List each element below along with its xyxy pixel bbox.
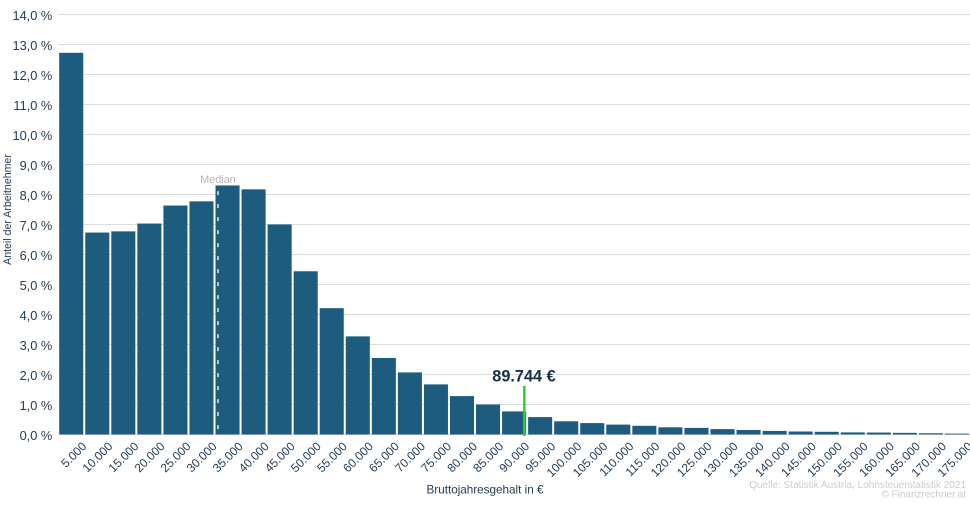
svg-text:7,0 %: 7,0 %: [20, 218, 53, 233]
svg-text:13,0 %: 13,0 %: [12, 38, 52, 53]
svg-text:9,0 %: 9,0 %: [20, 158, 53, 173]
svg-text:Median: Median: [200, 174, 236, 186]
svg-text:2,0 %: 2,0 %: [20, 368, 53, 383]
svg-text:Anteil der Arbeitnehmer: Anteil der Arbeitnehmer: [2, 154, 14, 265]
svg-text:© Finanzrechner.at: © Finanzrechner.at: [881, 490, 966, 501]
svg-text:6,0 %: 6,0 %: [20, 248, 53, 263]
svg-text:Bruttojahresgehalt in €: Bruttojahresgehalt in €: [427, 484, 544, 497]
svg-text:14,0 %: 14,0 %: [12, 8, 52, 23]
svg-text:3,0 %: 3,0 %: [20, 338, 53, 353]
svg-text:89.744 €: 89.744 €: [492, 367, 555, 385]
svg-text:4,0 %: 4,0 %: [20, 308, 53, 323]
svg-text:10,0 %: 10,0 %: [12, 128, 52, 143]
svg-text:12,0 %: 12,0 %: [12, 68, 52, 83]
svg-text:Quelle: Statistik Austria, Loh: Quelle: Statistik Austria, Lohnsteuersta…: [749, 480, 966, 491]
svg-text:1,0 %: 1,0 %: [20, 398, 53, 413]
svg-text:11,0 %: 11,0 %: [13, 98, 52, 113]
svg-text:5,0 %: 5,0 %: [20, 278, 53, 293]
svg-text:8,0 %: 8,0 %: [20, 188, 53, 203]
svg-text:0,0 %: 0,0 %: [20, 428, 53, 443]
